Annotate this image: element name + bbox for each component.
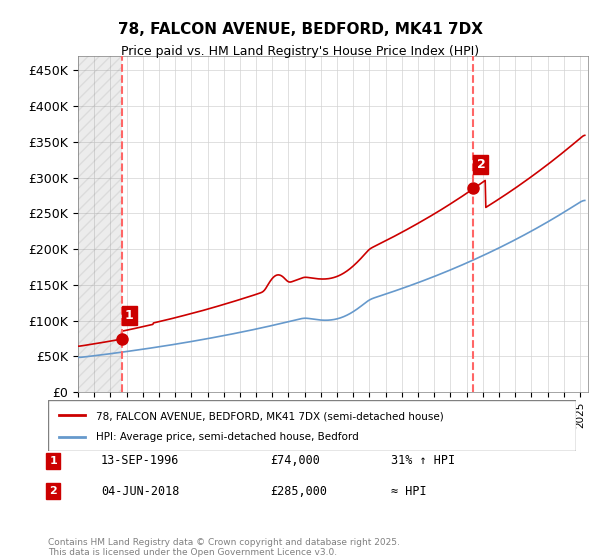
- FancyBboxPatch shape: [48, 400, 576, 451]
- Text: 78, FALCON AVENUE, BEDFORD, MK41 7DX: 78, FALCON AVENUE, BEDFORD, MK41 7DX: [118, 22, 482, 38]
- Text: Contains HM Land Registry data © Crown copyright and database right 2025.
This d: Contains HM Land Registry data © Crown c…: [48, 538, 400, 557]
- Text: 2: 2: [49, 486, 57, 496]
- Text: HPI: Average price, semi-detached house, Bedford: HPI: Average price, semi-detached house,…: [95, 432, 358, 442]
- Text: 1: 1: [125, 309, 134, 322]
- Text: 04-JUN-2018: 04-JUN-2018: [101, 484, 179, 498]
- Text: Price paid vs. HM Land Registry's House Price Index (HPI): Price paid vs. HM Land Registry's House …: [121, 45, 479, 58]
- Text: £285,000: £285,000: [270, 484, 327, 498]
- Text: 1: 1: [49, 456, 57, 466]
- Text: 78, FALCON AVENUE, BEDFORD, MK41 7DX (semi-detached house): 78, FALCON AVENUE, BEDFORD, MK41 7DX (se…: [95, 412, 443, 422]
- Text: 13-SEP-1996: 13-SEP-1996: [101, 454, 179, 468]
- Bar: [78, 56, 122, 392]
- Text: ≈ HPI: ≈ HPI: [391, 484, 427, 498]
- Text: 31% ↑ HPI: 31% ↑ HPI: [391, 454, 455, 468]
- Text: 2: 2: [476, 158, 485, 171]
- Text: £74,000: £74,000: [270, 454, 320, 468]
